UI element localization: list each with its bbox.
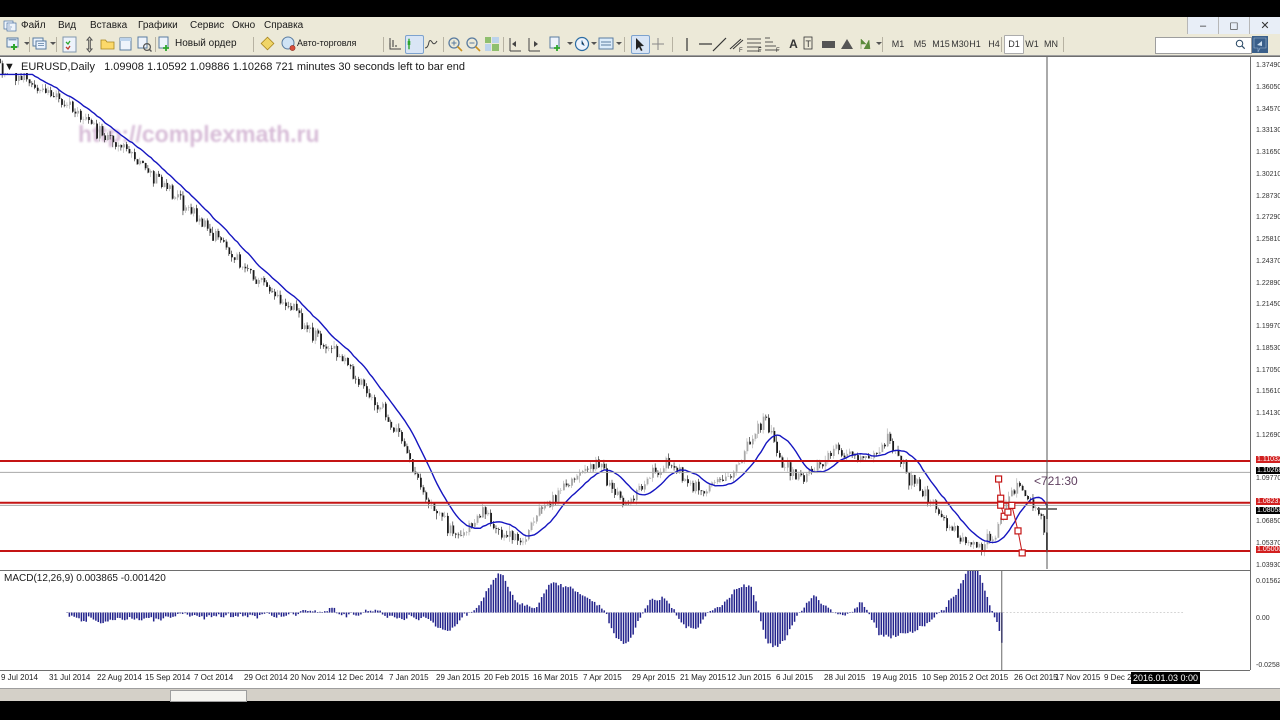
svg-text:F: F xyxy=(776,48,780,53)
svg-text:F: F xyxy=(758,48,762,53)
svg-text:http://complexmath.ru: http://complexmath.ru xyxy=(78,121,320,147)
svg-text:F: F xyxy=(739,48,743,53)
svg-text:T: T xyxy=(806,39,812,49)
svg-text:<721:30: <721:30 xyxy=(1034,474,1078,488)
